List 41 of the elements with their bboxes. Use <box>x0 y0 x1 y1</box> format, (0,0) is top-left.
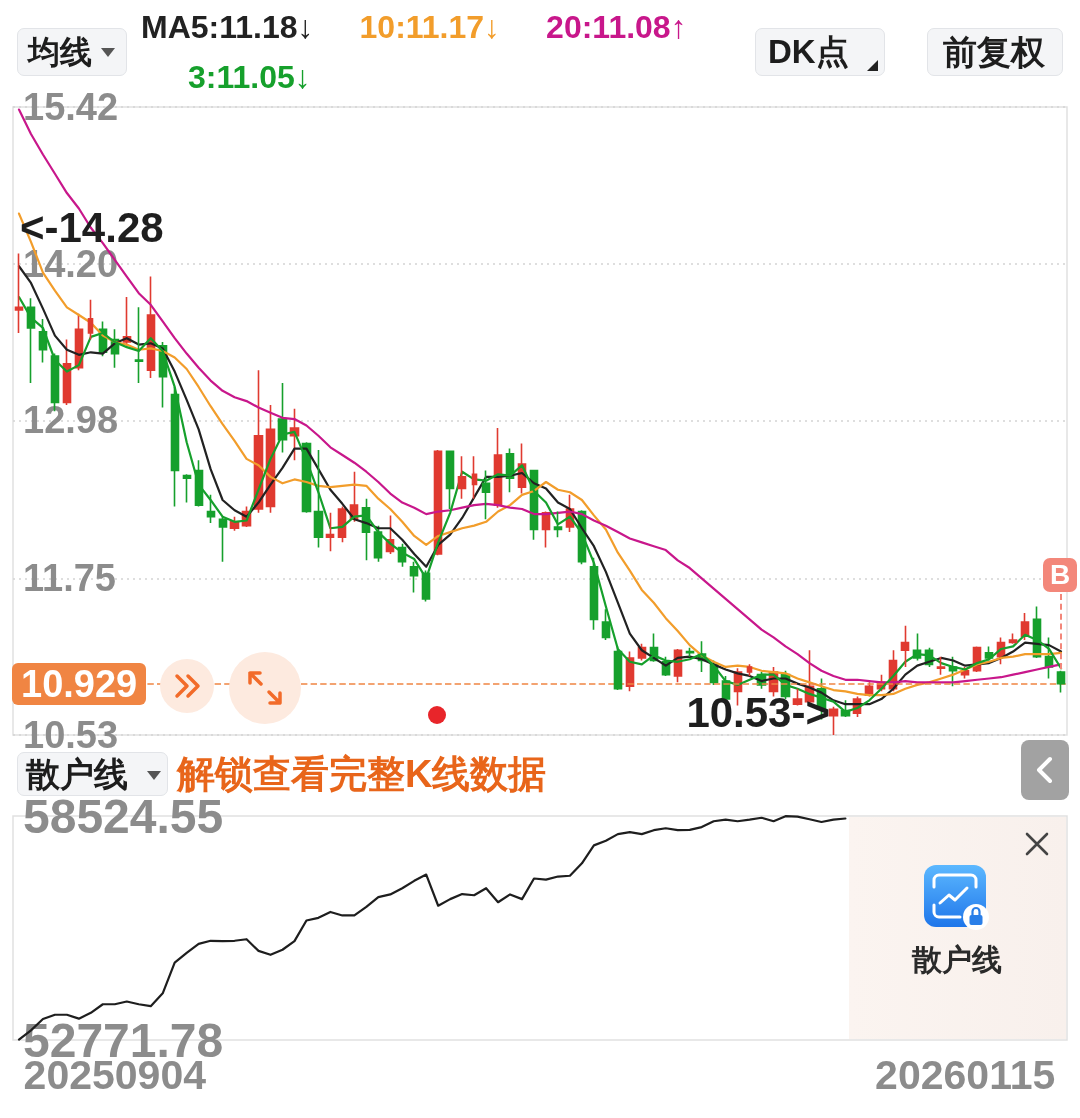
candlestick <box>38 318 48 364</box>
candlestick <box>481 469 491 521</box>
text: MA5:11.18↓ <box>141 9 314 45</box>
candlestick <box>1008 632 1018 645</box>
candlestick <box>553 510 563 539</box>
candlestick <box>218 515 228 563</box>
candlestick <box>325 512 335 553</box>
dropdown-button: 均线 <box>17 28 127 76</box>
candlestick <box>828 705 839 736</box>
text: 20:11.08↑ <box>546 9 687 45</box>
text: 10:11.17↓ <box>359 9 501 45</box>
text: 解锁查看完整K线数据 <box>177 753 547 795</box>
candlestick <box>313 449 324 549</box>
candlestick <box>373 524 383 563</box>
y-tick-label: 12.98 <box>23 399 119 442</box>
candlestick <box>409 560 419 594</box>
y-tick-label: 11.75 <box>23 557 116 600</box>
text: 3:11.05↓ <box>188 59 311 95</box>
candlestick <box>1056 669 1066 694</box>
candlestick <box>182 473 192 504</box>
button: 前复权 <box>927 28 1063 76</box>
candlestick <box>613 645 623 691</box>
annotation: B <box>1043 558 1077 592</box>
chart-title: 均线 <box>28 34 92 70</box>
candlestick <box>936 655 946 676</box>
y-tick-label: 15.42 <box>23 86 119 128</box>
candlestick <box>589 556 599 631</box>
candlestick <box>206 494 216 524</box>
candlestick <box>685 646 695 658</box>
candlestick <box>14 252 24 334</box>
ref-line-label: 10.929 <box>12 663 147 705</box>
menu-button: DK点 <box>755 28 885 76</box>
x-tick-label: 20260115 <box>875 1051 1056 1098</box>
annotation: 10.53-> <box>686 689 830 736</box>
annotation: 散户线 <box>912 943 1002 976</box>
candlestick <box>457 455 467 500</box>
candlestick <box>601 608 611 641</box>
candlestick <box>170 386 180 508</box>
candlestick <box>900 625 910 668</box>
candlestick <box>445 450 455 510</box>
candlestick <box>134 306 144 384</box>
